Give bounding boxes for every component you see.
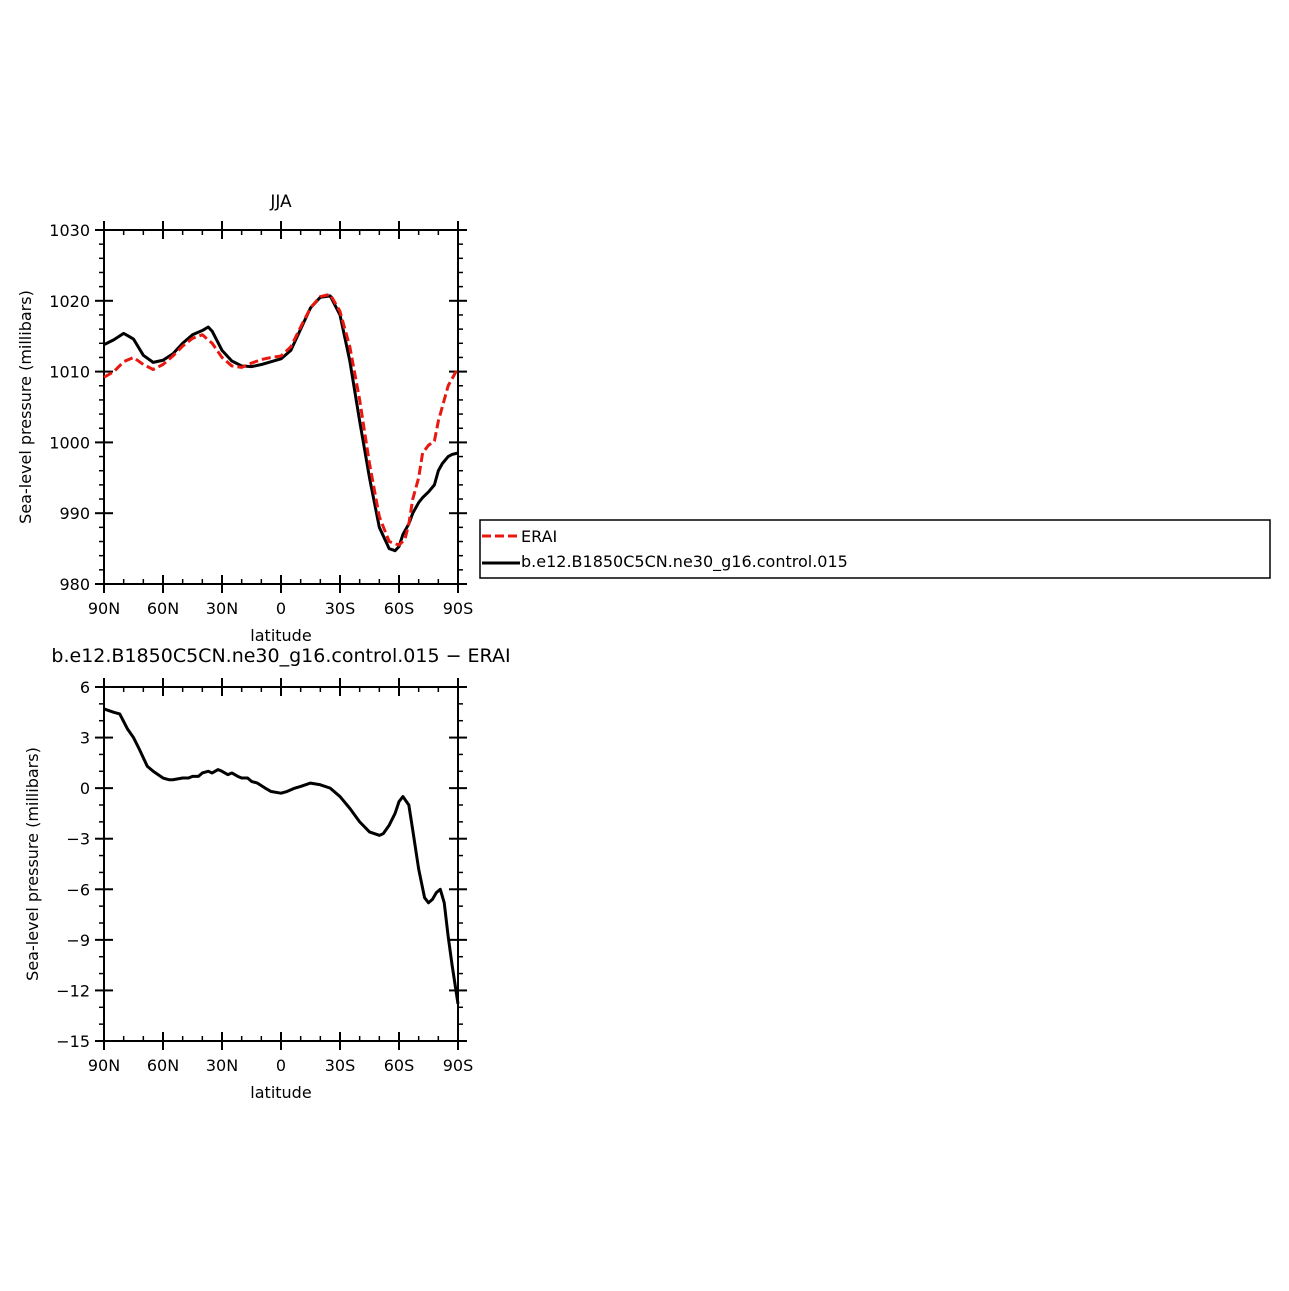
panel-bottom-x-label: latitude [250, 1083, 311, 1102]
legend-label-erai: ERAI [521, 527, 557, 546]
x-tick-label: 60N [147, 1056, 179, 1075]
x-tick-label: 90S [443, 1056, 474, 1075]
y-tick-label: 1030 [49, 221, 90, 240]
b-e12-b1850c5cn-ne30-g16-control-015-series-line [103, 294, 459, 553]
legend-label-control: b.e12.B1850C5CN.ne30_g16.control.015 [521, 552, 848, 572]
panel-top-y-label: Sea-level pressure (millibars) [16, 290, 35, 524]
panel-top-y-tick-labels: 980 990 1000 1010 1020 1030 [49, 221, 90, 594]
y-tick-label: −15 [56, 1032, 90, 1051]
panel-top-x-tick-labels: 90N 60N 30N 0 30S 60S 90S [88, 599, 473, 618]
y-tick-label: 6 [80, 678, 90, 697]
y-tick-label: 1010 [49, 363, 90, 382]
x-tick-label: 90S [443, 599, 474, 618]
x-tick-label: 0 [276, 599, 286, 618]
erai-series-line [103, 292, 460, 547]
x-tick-label: 30S [325, 1056, 356, 1075]
panel-bottom-y-label: Sea-level pressure (millibars) [23, 747, 42, 981]
panel-top-ticks [95, 221, 467, 593]
x-tick-label: 30N [206, 599, 238, 618]
x-tick-label: 90N [88, 1056, 120, 1075]
panel-bottom-difference: b.e12.B1850C5CN.ne30_g16.control.015 − E… [23, 645, 511, 1102]
panel-top-series [103, 292, 460, 553]
x-tick-label: 60N [147, 599, 179, 618]
legend-box: ERAI b.e12.B1850C5CN.ne30_g16.control.01… [479, 519, 1271, 579]
y-tick-label: 1020 [49, 292, 90, 311]
difference-series-line [103, 707, 460, 1005]
y-tick-label: −9 [66, 931, 90, 950]
x-tick-label: 60S [384, 599, 415, 618]
y-tick-label: −3 [66, 830, 90, 849]
legend-frame [479, 519, 1271, 579]
panel-top-title: JJA [269, 192, 292, 212]
y-tick-label: 3 [80, 729, 90, 748]
panel-bottom-frame [103, 686, 459, 1042]
panel-bottom-y-tick-labels: −15 −12 −9 −6 −3 0 3 6 [56, 678, 90, 1051]
panel-bottom-ticks [95, 678, 467, 1050]
panel-bottom-x-tick-labels: 90N 60N 30N 0 30S 60S 90S [88, 1056, 473, 1075]
panel-top-jja: JJA 980 990 1000 1010 1020 1030 90N 60N 30N 0 30S… [16, 192, 473, 645]
x-tick-label: 30S [325, 599, 356, 618]
x-tick-label: 0 [276, 1056, 286, 1075]
panel-bottom-title: b.e12.B1850C5CN.ne30_g16.control.015 − E… [51, 645, 510, 667]
x-tick-label: 90N [88, 599, 120, 618]
y-tick-label: 980 [59, 575, 90, 594]
x-tick-label: 60S [384, 1056, 415, 1075]
y-tick-label: −12 [56, 981, 90, 1000]
y-tick-label: 1000 [49, 433, 90, 452]
panel-bottom-series [103, 707, 460, 1005]
y-tick-label: 0 [80, 779, 90, 798]
y-tick-label: 990 [59, 504, 90, 523]
x-tick-label: 30N [206, 1056, 238, 1075]
y-tick-label: −6 [66, 880, 90, 899]
panel-top-x-label: latitude [250, 626, 311, 645]
